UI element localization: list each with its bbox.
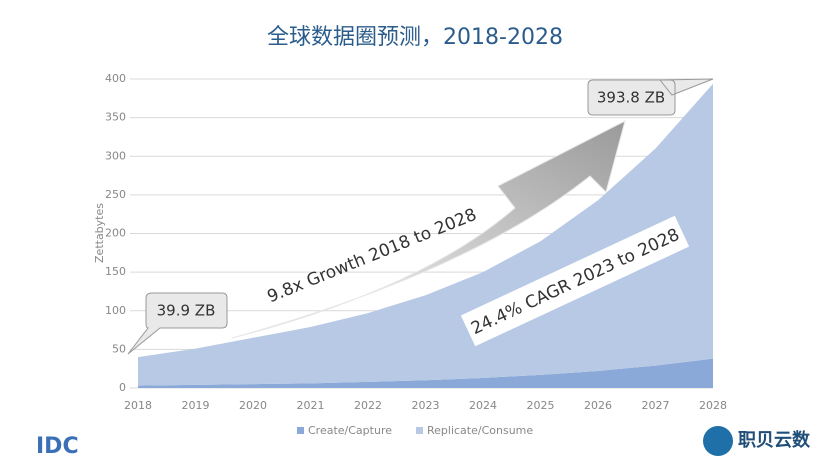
source-logo: IDC (36, 434, 79, 459)
y-tick-label: 250 (105, 188, 126, 201)
growth-arrow (231, 120, 626, 339)
callout-text: 393.8 ZB (597, 89, 665, 107)
area (138, 83, 713, 386)
y-tick-label: 200 (105, 227, 126, 240)
x-tick-label: 2025 (527, 399, 555, 412)
x-tick-label: 2026 (584, 399, 612, 412)
cagr-background (460, 215, 690, 347)
callout-box (587, 78, 714, 116)
y-tick-label: 300 (105, 149, 126, 162)
callout-text: 39.9 ZB (157, 302, 216, 320)
legend-label: Create/Capture (308, 424, 392, 437)
x-tick-label: 2027 (642, 399, 670, 412)
chart-title: 全球数据圈预测，2018-2028 (267, 25, 563, 50)
x-tick-label: 2019 (182, 399, 210, 412)
x-tick-label: 2020 (239, 399, 267, 412)
callout-box (127, 292, 228, 355)
y-tick-label: 100 (105, 304, 126, 317)
legend-label: Replicate/Consume (427, 424, 533, 437)
area (138, 358, 713, 388)
y-tick-label: 400 (105, 72, 126, 85)
legend-swatch (416, 427, 423, 434)
y-axis-label: Zettabytes (93, 203, 106, 263)
watermark: 职贝云数 (738, 429, 811, 451)
x-tick-label: 2028 (699, 399, 727, 412)
x-tick-label: 2021 (297, 399, 325, 412)
y-tick-label: 350 (105, 111, 126, 124)
y-tick-label: 150 (105, 265, 126, 278)
watermark-icon (703, 426, 733, 456)
x-tick-label: 2018 (124, 399, 152, 412)
x-tick-label: 2023 (412, 399, 440, 412)
y-tick-label: 0 (119, 381, 126, 394)
x-tick-label: 2024 (469, 399, 497, 412)
legend: Create/Capture Replicate/Consume (297, 424, 533, 437)
x-tick-label: 2022 (354, 399, 382, 412)
legend-swatch (297, 427, 304, 434)
y-tick-label: 50 (112, 342, 126, 355)
